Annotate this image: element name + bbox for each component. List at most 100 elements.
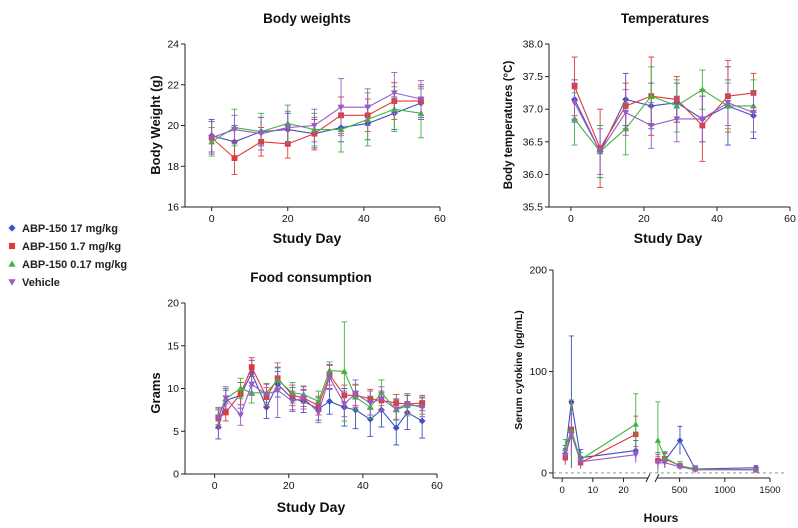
x-axis-label: Study Day	[634, 230, 703, 246]
y-tick-label: 10	[167, 383, 179, 395]
chart-title: Temperatures	[621, 11, 709, 26]
legend-label: ABP-150 0.17 mg/kg	[22, 259, 127, 271]
marker	[568, 431, 575, 438]
y-tick-label: 38.0	[523, 39, 544, 51]
marker	[622, 109, 630, 116]
marker	[300, 395, 307, 402]
x-tick-label: 0	[209, 213, 215, 225]
x-tick-label: 0	[560, 485, 565, 496]
marker	[315, 409, 322, 416]
x-tick-label: 500	[672, 485, 688, 496]
y-axis-label: Body Weight (g)	[148, 75, 163, 174]
marker	[654, 437, 662, 443]
x-tick-label: 20	[638, 213, 650, 225]
legend-marker	[8, 260, 16, 267]
chart-title: Food consumption	[250, 270, 371, 285]
marker	[208, 135, 216, 142]
marker	[248, 364, 255, 371]
x-tick-label: 10	[588, 485, 599, 496]
marker	[8, 260, 16, 267]
marker	[337, 104, 345, 111]
marker	[661, 460, 668, 466]
marker	[214, 415, 222, 422]
marker	[222, 409, 229, 416]
marker	[654, 460, 662, 466]
y-tick-label: 100	[529, 366, 547, 378]
marker	[231, 127, 238, 133]
series-1	[208, 86, 425, 159]
marker	[263, 403, 270, 411]
y-tick-label: 22	[167, 79, 179, 91]
series-line	[574, 98, 754, 153]
x-axis-label: Study Day	[273, 230, 342, 246]
marker	[352, 391, 359, 398]
marker	[340, 368, 348, 374]
x-tick-label: 20	[618, 485, 629, 496]
marker	[647, 122, 655, 129]
marker	[364, 104, 372, 111]
series-line	[564, 423, 637, 461]
legend-item: ABP-150 17 mg/kg	[8, 223, 118, 235]
y-tick-label: 200	[529, 265, 547, 277]
y-tick-label: 20	[167, 120, 179, 132]
marker	[222, 395, 230, 402]
marker	[378, 396, 385, 403]
marker	[263, 391, 270, 398]
marker	[392, 406, 400, 413]
marker	[326, 397, 333, 405]
marker	[257, 131, 265, 138]
y-tick-label: 36.5	[523, 136, 544, 148]
y-tick-label: 37.5	[523, 71, 544, 83]
marker	[691, 467, 699, 474]
series-line	[564, 401, 636, 459]
legend-label: Vehicle	[22, 277, 60, 289]
series-4	[562, 413, 760, 474]
chart-food-consumption: Food consumption Study Day Grams 0 5 10 15 2…	[148, 270, 443, 515]
marker	[366, 400, 374, 407]
series-4	[208, 72, 425, 155]
legend-label: ABP-150 1.7 mg/kg	[22, 241, 121, 253]
y-tick-label: 20	[167, 298, 179, 310]
marker	[237, 385, 244, 392]
marker	[248, 381, 256, 388]
y-tick-label: 0	[173, 469, 179, 481]
marker	[417, 96, 425, 103]
y-tick-label: 37.0	[523, 104, 544, 116]
x-tick-label: 40	[711, 213, 723, 225]
x-tick-label: 60	[784, 213, 796, 225]
y-tick-label: 18	[167, 161, 179, 173]
x-tick-label: 20	[283, 480, 295, 492]
legend-item: Vehicle	[8, 277, 60, 289]
marker	[231, 155, 238, 161]
marker	[571, 100, 578, 107]
marker	[403, 401, 411, 408]
x-tick-label: 1000	[714, 485, 735, 496]
chart-title: Body weights	[263, 11, 351, 26]
marker	[676, 437, 684, 444]
series-line	[574, 102, 754, 153]
marker	[750, 109, 757, 116]
legend-item: ABP-150 0.17 mg/kg	[8, 259, 127, 271]
series-line	[564, 432, 636, 463]
y-tick-label: 0	[541, 467, 547, 479]
marker	[274, 387, 282, 394]
series-line	[574, 88, 754, 153]
x-tick-label: 1500	[759, 485, 780, 496]
x-tick-label: 60	[431, 480, 443, 492]
marker	[289, 398, 296, 405]
chart-temperatures: Temperatures Study Day Body temperatures…	[503, 11, 796, 246]
marker	[8, 279, 16, 286]
chart-body-weights: Body weights Study Day Body Weight (g) 1…	[148, 11, 446, 246]
marker	[8, 242, 16, 250]
marker	[596, 149, 604, 155]
legend-marker	[8, 242, 16, 250]
legend: ABP-150 17 mg/kg ABP-150 1.7 mg/kg ABP-1…	[8, 223, 127, 289]
marker	[673, 116, 681, 123]
marker	[284, 124, 292, 131]
marker	[752, 467, 760, 474]
y-axis-label: Grams	[148, 372, 163, 413]
series-2	[215, 357, 426, 428]
x-axis-label: Study Day	[277, 499, 346, 515]
y-axis-label: Serum cytokine (pg/mL)	[513, 310, 525, 430]
